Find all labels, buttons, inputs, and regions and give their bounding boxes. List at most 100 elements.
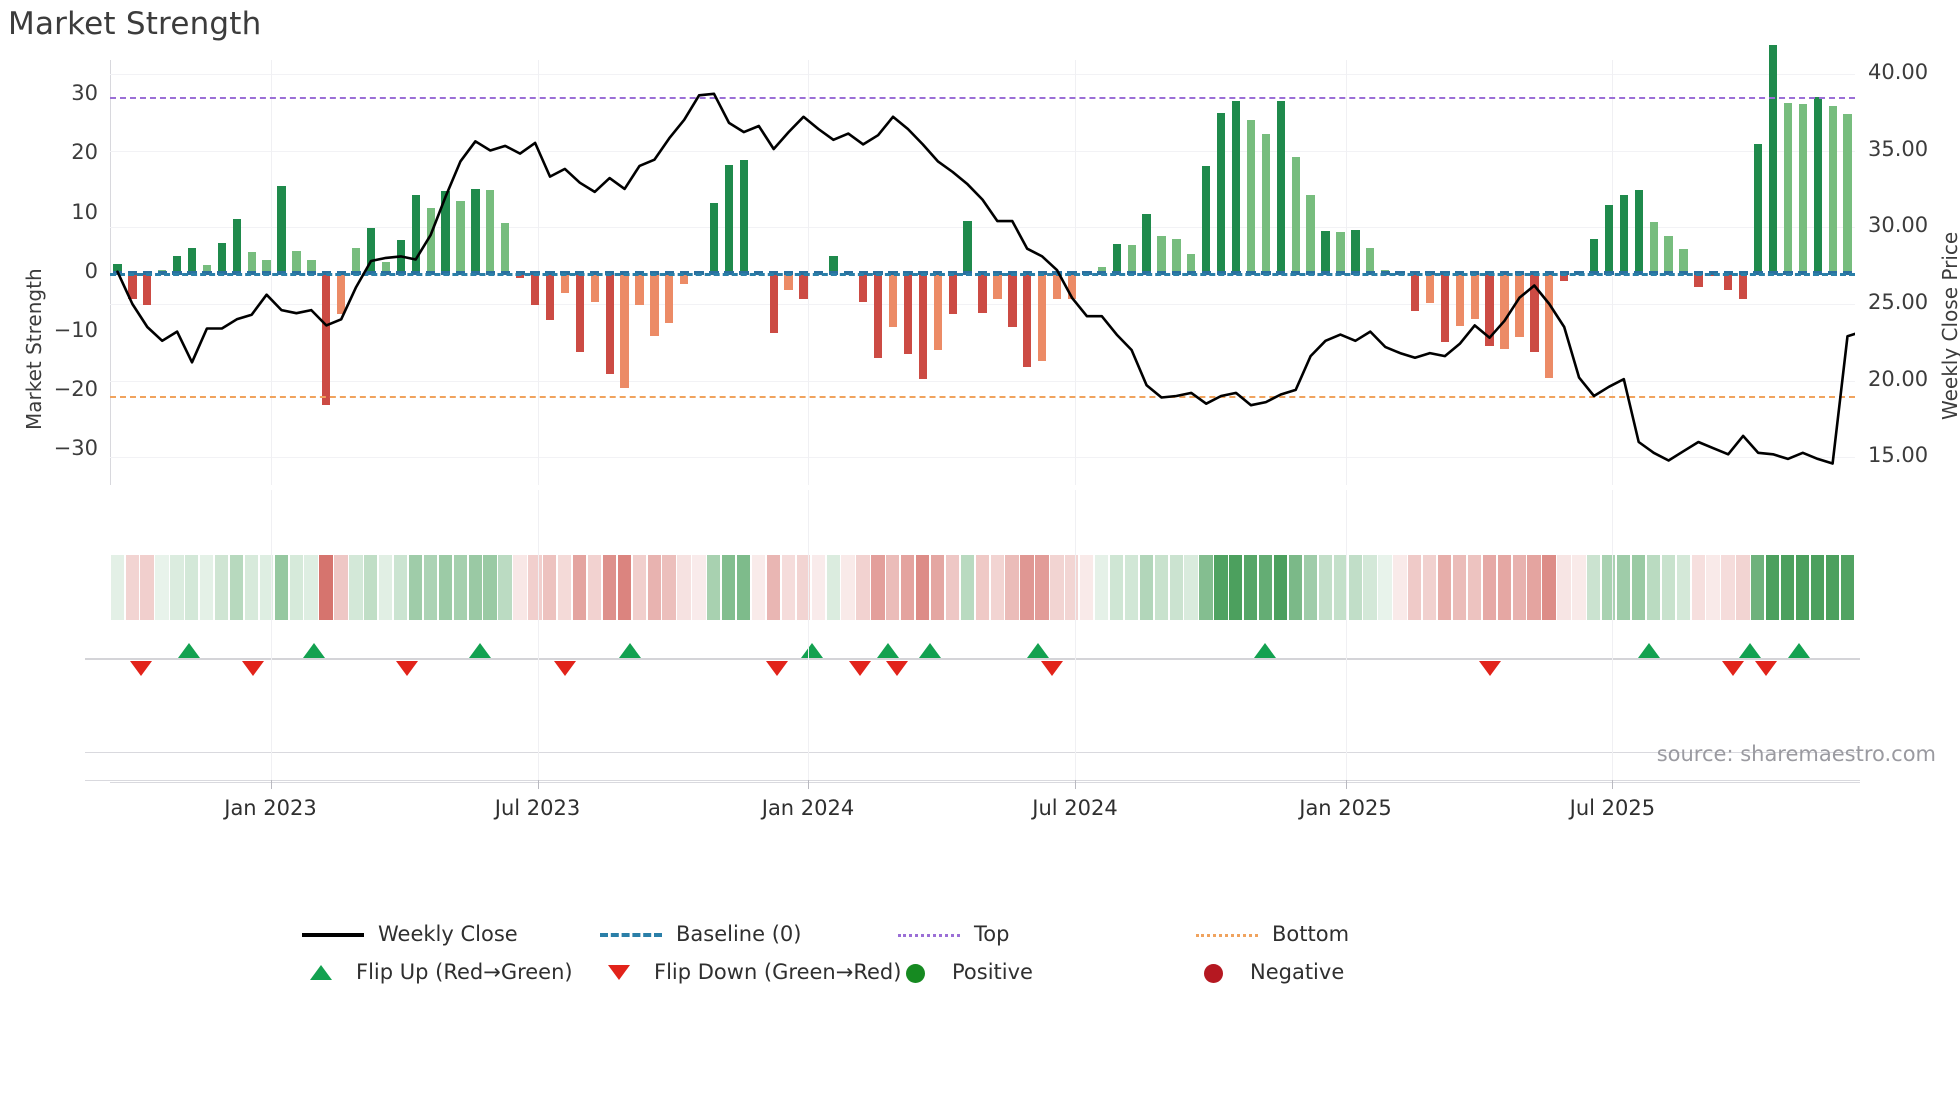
heatmap-cell: [1363, 555, 1377, 620]
bar: [978, 272, 987, 313]
flip-up-marker[interactable]: [1788, 643, 1811, 658]
bar: [247, 251, 256, 273]
flip-down-marker[interactable]: [395, 661, 418, 676]
bar: [187, 247, 197, 273]
bar: [1276, 101, 1285, 273]
lower-rule-2: [110, 782, 1860, 783]
bar: [799, 272, 808, 300]
flip-up-marker[interactable]: [1254, 643, 1277, 658]
bar: [1067, 272, 1077, 299]
bar: [948, 272, 957, 314]
x-axis: Jan 2023 Jul 2023 Jan 2024 Jul 2024 Jan 2025…: [85, 780, 1860, 860]
bar: [590, 272, 599, 302]
heatmap-cell: [1706, 555, 1720, 620]
legend-item[interactable]: Bottom: [1196, 915, 1349, 953]
heatmap-cell: [1766, 555, 1780, 620]
y-axis-left-tick-label: −10: [53, 317, 98, 342]
flip-down-marker[interactable]: [554, 661, 577, 676]
flip-down-marker[interactable]: [1041, 661, 1064, 676]
heatmap-cell: [1542, 555, 1556, 620]
bar: [680, 272, 689, 285]
bar: [307, 259, 316, 273]
flip-up-marker[interactable]: [1027, 643, 1050, 658]
gridline: [110, 73, 1855, 75]
bar: [471, 188, 480, 273]
bar: [128, 272, 137, 300]
flip-up-marker[interactable]: [303, 643, 326, 658]
chart-legend: Weekly Close Baseline (0) Top Bottom Flip Up…: [0, 915, 1960, 991]
bar: [1187, 253, 1196, 273]
bar: [351, 247, 361, 273]
bar: [113, 263, 122, 273]
heatmap-cell: [632, 555, 646, 620]
heatmap-cell: [334, 555, 348, 620]
heatmap-cell: [1020, 555, 1034, 620]
legend-item[interactable]: Top: [898, 915, 1009, 953]
x-axis-tick-label: Jan 2024: [761, 796, 855, 820]
heatmap-cell: [1452, 555, 1467, 620]
flip-down-marker[interactable]: [130, 661, 153, 676]
bar: [1694, 272, 1703, 288]
flip-down-marker[interactable]: [242, 661, 265, 676]
flip-up-marker[interactable]: [919, 643, 942, 658]
flip-down-marker[interactable]: [886, 661, 908, 676]
legend-item[interactable]: Baseline (0): [600, 915, 801, 953]
flip-up-marker[interactable]: [877, 643, 900, 658]
vertical-gridline-extension: [1075, 490, 1076, 780]
legend-item[interactable]: Flip Up (Red→Green): [302, 953, 573, 991]
y-axis-right-tick-label: 15.00: [1868, 443, 1929, 468]
bar: [1649, 222, 1658, 273]
y-axis-right-title: Weekly Close Price: [1938, 231, 1960, 420]
heatmap-cell: [1318, 555, 1332, 620]
flip-up-marker[interactable]: [177, 643, 200, 658]
flip-down-marker[interactable]: [765, 661, 788, 676]
bar: [709, 202, 719, 273]
heatmap-cell: [1482, 555, 1497, 620]
vertical-gridline-extension: [1345, 490, 1347, 780]
heatmap-cell: [1810, 555, 1825, 620]
flip-up-marker[interactable]: [619, 643, 641, 658]
flip-down-marker[interactable]: [1479, 661, 1502, 676]
legend-label: Negative: [1250, 960, 1345, 984]
bar: [530, 272, 540, 305]
heatmap-cell: [170, 555, 184, 620]
heatmap-cell: [722, 555, 736, 620]
legend-item[interactable]: Positive: [898, 953, 1033, 991]
legend-label: Baseline (0): [676, 922, 802, 946]
heatmap-cell: [662, 555, 676, 620]
bar: [1813, 96, 1822, 273]
bar: [1306, 194, 1315, 273]
bar: [888, 272, 898, 327]
flip-up-marker[interactable]: [1739, 643, 1762, 658]
bar: [1291, 157, 1300, 273]
page-title: Market Strength: [8, 6, 262, 42]
heatmap-cell: [1094, 555, 1109, 620]
gridline: [110, 457, 1855, 459]
vertical-gridline-extension: [808, 490, 809, 780]
flip-up-marker[interactable]: [468, 643, 491, 658]
bar: [993, 272, 1002, 300]
flip-axis-line: [85, 658, 1860, 660]
legend-label: Top: [974, 922, 1010, 946]
bar: [1724, 272, 1733, 291]
flip-up-marker[interactable]: [1638, 643, 1661, 658]
bar: [411, 194, 420, 273]
flip-up-marker[interactable]: [800, 643, 823, 658]
heatmap-cell: [498, 555, 512, 620]
legend-item[interactable]: Weekly Close: [302, 915, 518, 953]
flip-down-marker[interactable]: [1755, 661, 1777, 676]
flip-down-marker[interactable]: [849, 661, 872, 676]
bar: [1768, 45, 1778, 273]
legend-item[interactable]: Negative: [1196, 953, 1344, 991]
lower-rule-1: [85, 752, 1860, 753]
legend-item[interactable]: Flip Down (Green→Red): [600, 953, 901, 991]
source-attribution: source: sharemaestro.com: [1656, 742, 1936, 766]
heatmap-cell: [871, 555, 885, 620]
bar: [1470, 272, 1479, 319]
circle-icon: [898, 961, 938, 983]
flip-down-marker[interactable]: [1721, 661, 1744, 676]
bar: [873, 272, 883, 359]
heatmap-cell: [1587, 555, 1601, 620]
heatmap-cell: [737, 555, 751, 620]
bar: [933, 272, 942, 351]
